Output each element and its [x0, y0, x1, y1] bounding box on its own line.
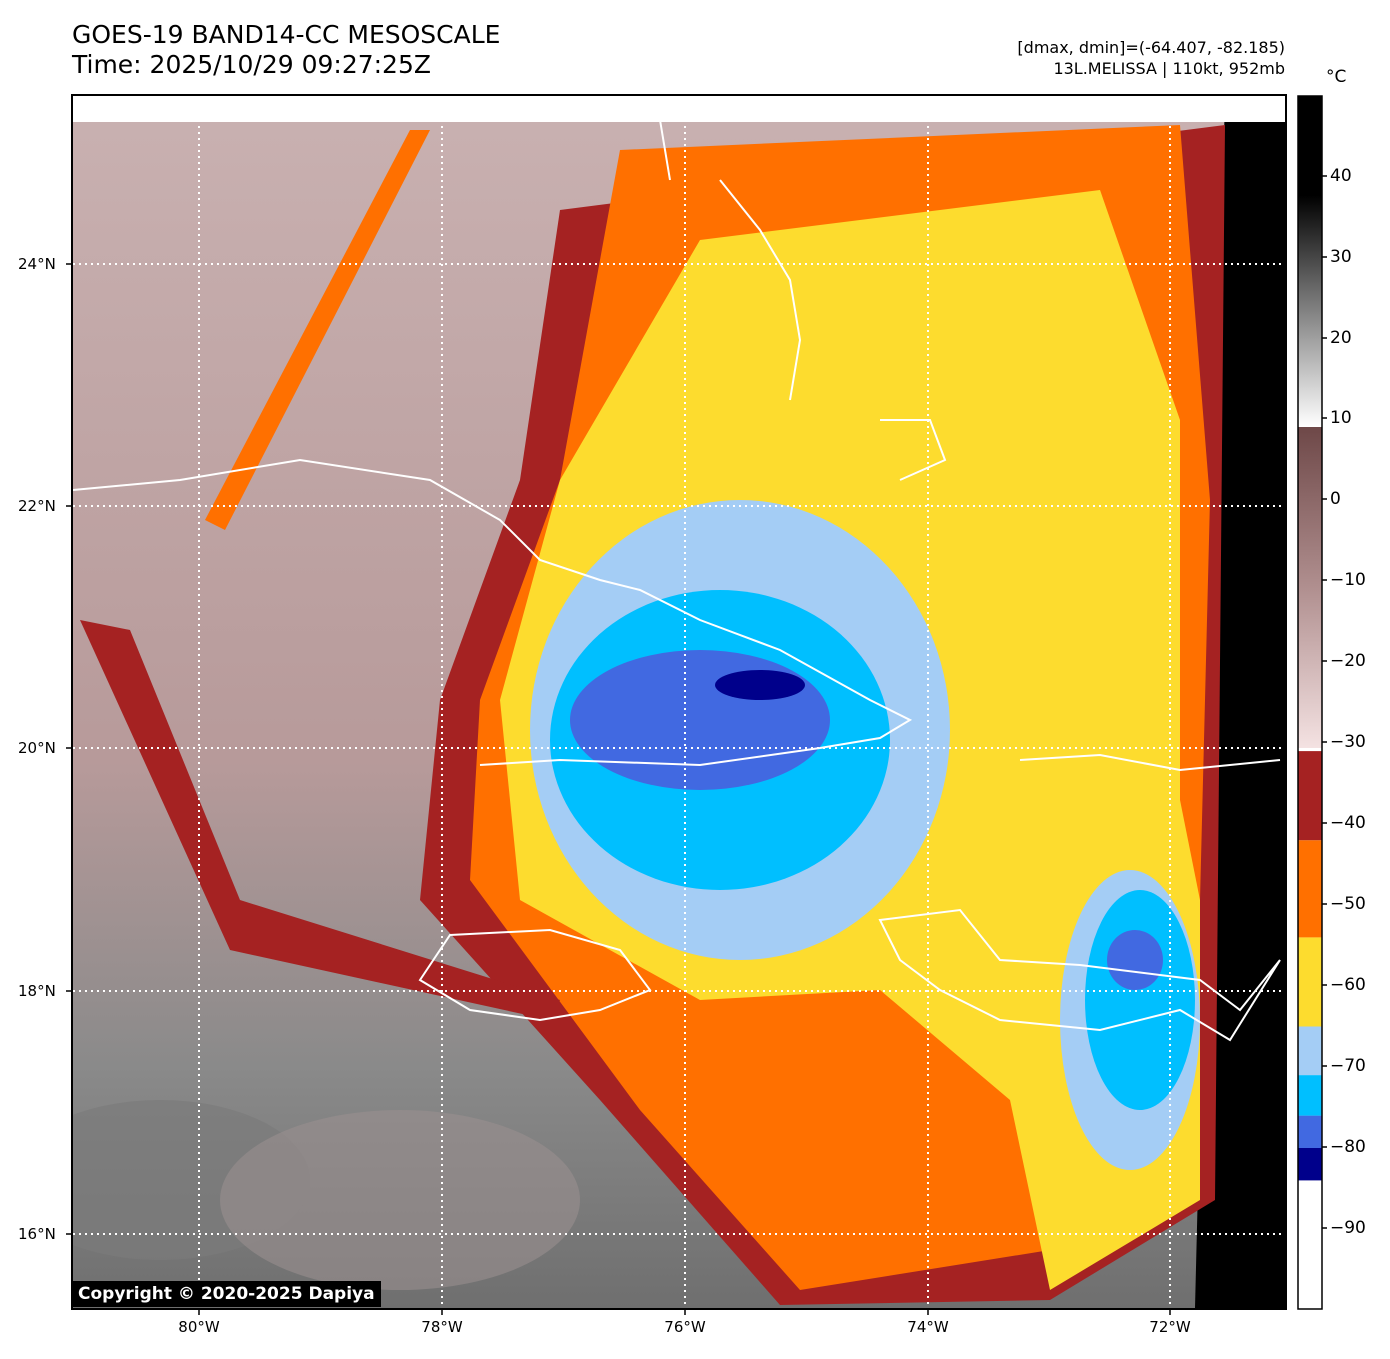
colorbar-band-0 — [1298, 1180, 1322, 1309]
top-strip — [73, 96, 1285, 122]
colorbar-bands — [1298, 751, 1322, 1309]
dmax-dmin-label: [dmax, dmin]=(-64.407, -82.185) — [1017, 38, 1285, 57]
colorbar-band-1 — [1298, 1148, 1322, 1181]
colorbar-band-7 — [1298, 751, 1322, 841]
coastlines — [73, 96, 1281, 1042]
map-frame — [71, 94, 1287, 1310]
lon-label-74: 74°W — [907, 1318, 949, 1336]
colorbar-band-2 — [1298, 1115, 1322, 1148]
storm-label: 13L.MELISSA | 110kt, 952mb — [1053, 59, 1285, 78]
colorbar-band-5 — [1298, 937, 1322, 1027]
colorbar-tick-label: −40 — [1330, 813, 1366, 833]
colorbar-unit: °C — [1326, 67, 1347, 87]
colorbar-tick-label: −60 — [1330, 975, 1366, 995]
title-line-2: Time: 2025/10/29 09:27:25Z — [72, 50, 431, 79]
lat-label-24: 24°N — [18, 255, 56, 273]
title-line-1: GOES-19 BAND14-CC MESOSCALE — [72, 20, 501, 49]
colorbar — [1297, 95, 1327, 1310]
colorbar-tick-label: −30 — [1330, 732, 1366, 752]
colorbar-ticks — [1322, 175, 1327, 1229]
colorbar-band-6 — [1298, 840, 1322, 938]
colorbar-tick-label: −50 — [1330, 894, 1366, 914]
lon-label-78: 78°W — [421, 1318, 463, 1336]
lat-label-16: 16°N — [18, 1225, 56, 1243]
lon-label-72: 72°W — [1149, 1318, 1191, 1336]
colorbar-tick-label: −70 — [1330, 1056, 1366, 1076]
lon-label-76: 76°W — [664, 1318, 706, 1336]
storm-info: [dmax, dmin]=(-64.407, -82.185) 13L.MELI… — [1017, 37, 1285, 79]
graticule — [73, 96, 1285, 1308]
colorbar-tick-label: −90 — [1330, 1218, 1366, 1238]
colorbar-tick-label: 30 — [1330, 247, 1352, 267]
colorbar-tick-label: 0 — [1330, 489, 1341, 509]
colorbar-tick-label: 20 — [1330, 328, 1352, 348]
colorbar-tick-label: 40 — [1330, 166, 1352, 186]
colorbar-band-4 — [1298, 1026, 1322, 1076]
lat-label-20: 20°N — [18, 739, 56, 757]
colorbar-tick-label: −10 — [1330, 570, 1366, 590]
image-area — [73, 96, 1285, 1308]
colorbar-grey-segment — [1298, 96, 1322, 427]
colorbar-frame — [1297, 95, 1323, 1310]
axis-ticks — [66, 263, 1171, 1315]
lat-label-22: 22°N — [18, 497, 56, 515]
low-cloud-region-2 — [220, 1110, 580, 1290]
colorbar-band-3 — [1298, 1075, 1322, 1116]
rainband-sw — [80, 620, 560, 1020]
lon-label-80: 80°W — [178, 1318, 220, 1336]
colorbar-tick-label: −20 — [1330, 651, 1366, 671]
colorbar-tick-label: −80 — [1330, 1137, 1366, 1157]
band-cyan-east — [1085, 890, 1195, 1110]
lat-label-18: 18°N — [18, 982, 56, 1000]
chart-title: GOES-19 BAND14-CC MESOSCALE Time: 2025/1… — [72, 20, 500, 80]
band-royalblue — [570, 650, 830, 790]
band-darkblue — [715, 670, 805, 700]
rainband-streak — [205, 130, 430, 530]
band-royalblue-east — [1107, 930, 1163, 990]
colorbar-pink-segment — [1298, 427, 1322, 748]
colorbar-tick-label: 10 — [1330, 408, 1352, 428]
copyright-label: Copyright © 2020-2025 Dapiya — [72, 1281, 381, 1307]
